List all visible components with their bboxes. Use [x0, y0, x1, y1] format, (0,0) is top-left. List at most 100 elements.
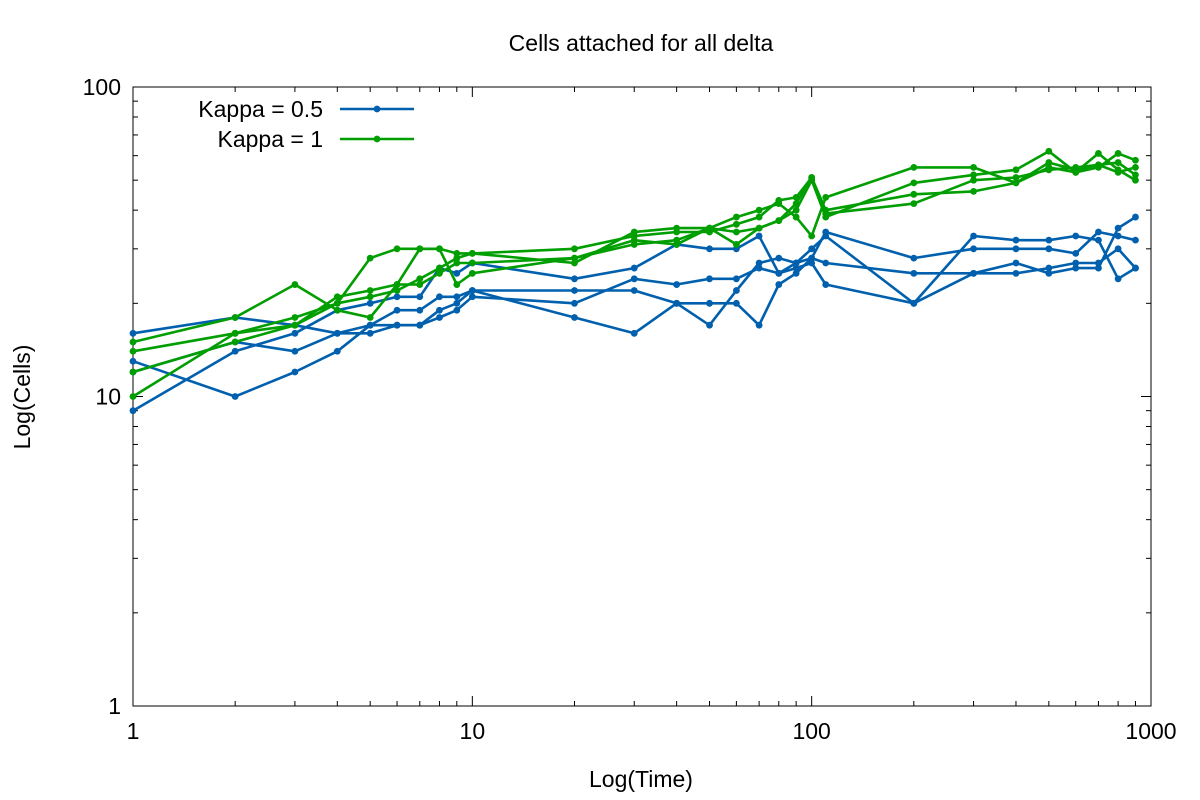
data-point	[673, 281, 681, 288]
data-point	[571, 245, 578, 253]
data-point	[792, 269, 800, 277]
data-point	[1045, 236, 1053, 244]
data-point	[468, 287, 476, 294]
data-point	[822, 259, 830, 267]
data-point	[775, 269, 783, 277]
data-point	[453, 299, 461, 307]
data-point	[732, 213, 740, 221]
data-point	[1012, 236, 1020, 244]
data-point	[970, 163, 977, 171]
data-point	[630, 275, 638, 283]
data-point	[333, 306, 341, 314]
data-point	[630, 264, 638, 272]
data-point	[910, 190, 918, 198]
data-point	[291, 314, 299, 321]
data-point	[775, 197, 783, 204]
y-axis-label: Log(Cells)	[9, 345, 35, 450]
data-point	[129, 338, 137, 346]
data-point	[1095, 259, 1102, 267]
data-point	[393, 293, 401, 301]
data-point	[393, 306, 401, 314]
data-point	[231, 338, 239, 346]
data-point	[970, 232, 977, 240]
data-point	[453, 254, 461, 262]
series-group	[129, 147, 1139, 415]
x-tick-label: 1000	[1125, 718, 1176, 744]
data-point	[291, 281, 299, 288]
data-point	[673, 224, 681, 232]
data-point	[453, 249, 461, 257]
data-point	[1114, 275, 1122, 283]
data-point	[129, 357, 137, 365]
data-point	[393, 281, 401, 288]
data-point	[436, 314, 443, 321]
data-point	[630, 228, 638, 236]
data-point	[673, 241, 681, 248]
data-point	[1132, 171, 1139, 179]
data-point	[1045, 264, 1053, 272]
legend-label: Kappa = 0.5	[198, 96, 323, 122]
data-point	[792, 193, 800, 201]
data-point	[416, 245, 424, 253]
series-line	[132, 152, 1136, 374]
legend-marker	[373, 135, 381, 143]
data-point	[808, 232, 816, 240]
data-point	[231, 329, 239, 337]
data-point	[571, 254, 578, 262]
series-line	[132, 150, 1137, 398]
data-point	[1045, 269, 1053, 277]
data-point	[129, 368, 137, 376]
data-point	[792, 206, 800, 214]
data-point	[808, 259, 816, 267]
data-point	[129, 393, 137, 400]
data-point	[366, 293, 374, 301]
data-point	[453, 269, 461, 277]
data-point	[910, 179, 918, 187]
data-point	[910, 269, 918, 277]
data-point	[1012, 259, 1020, 267]
data-point	[1095, 236, 1102, 244]
data-point	[571, 287, 578, 294]
data-point	[706, 321, 713, 329]
series-line	[132, 216, 1137, 398]
y-tick-label: 10	[95, 384, 121, 410]
data-point	[231, 347, 239, 355]
data-point	[732, 299, 740, 307]
data-point	[571, 299, 578, 307]
x-tick-label: 100	[792, 718, 830, 744]
data-point	[1095, 228, 1102, 236]
data-point	[1012, 179, 1020, 187]
data-point	[706, 299, 713, 307]
data-point	[1072, 232, 1080, 240]
data-point	[1072, 249, 1080, 257]
data-point	[1045, 245, 1053, 253]
series-8	[129, 147, 1139, 400]
data-point	[630, 329, 638, 337]
data-point	[393, 245, 401, 253]
data-point	[1045, 163, 1053, 171]
data-point	[970, 245, 977, 253]
data-point	[1132, 163, 1139, 171]
data-point	[775, 254, 783, 262]
data-point	[333, 329, 341, 337]
data-point	[673, 299, 681, 307]
data-point	[453, 293, 461, 301]
data-point	[970, 176, 977, 184]
data-point	[366, 299, 374, 307]
data-point	[291, 329, 299, 337]
data-point	[910, 200, 918, 208]
data-point	[416, 281, 424, 288]
data-point	[1132, 176, 1139, 184]
data-point	[291, 321, 299, 329]
data-point	[366, 314, 374, 321]
x-tick-label: 10	[460, 718, 486, 744]
data-point	[571, 259, 578, 267]
data-point	[1114, 150, 1122, 157]
series-7	[129, 150, 1139, 376]
data-point	[822, 281, 830, 288]
data-point	[755, 321, 763, 329]
data-point	[1132, 236, 1139, 244]
legend-marker	[373, 105, 381, 113]
data-point	[1095, 163, 1102, 171]
